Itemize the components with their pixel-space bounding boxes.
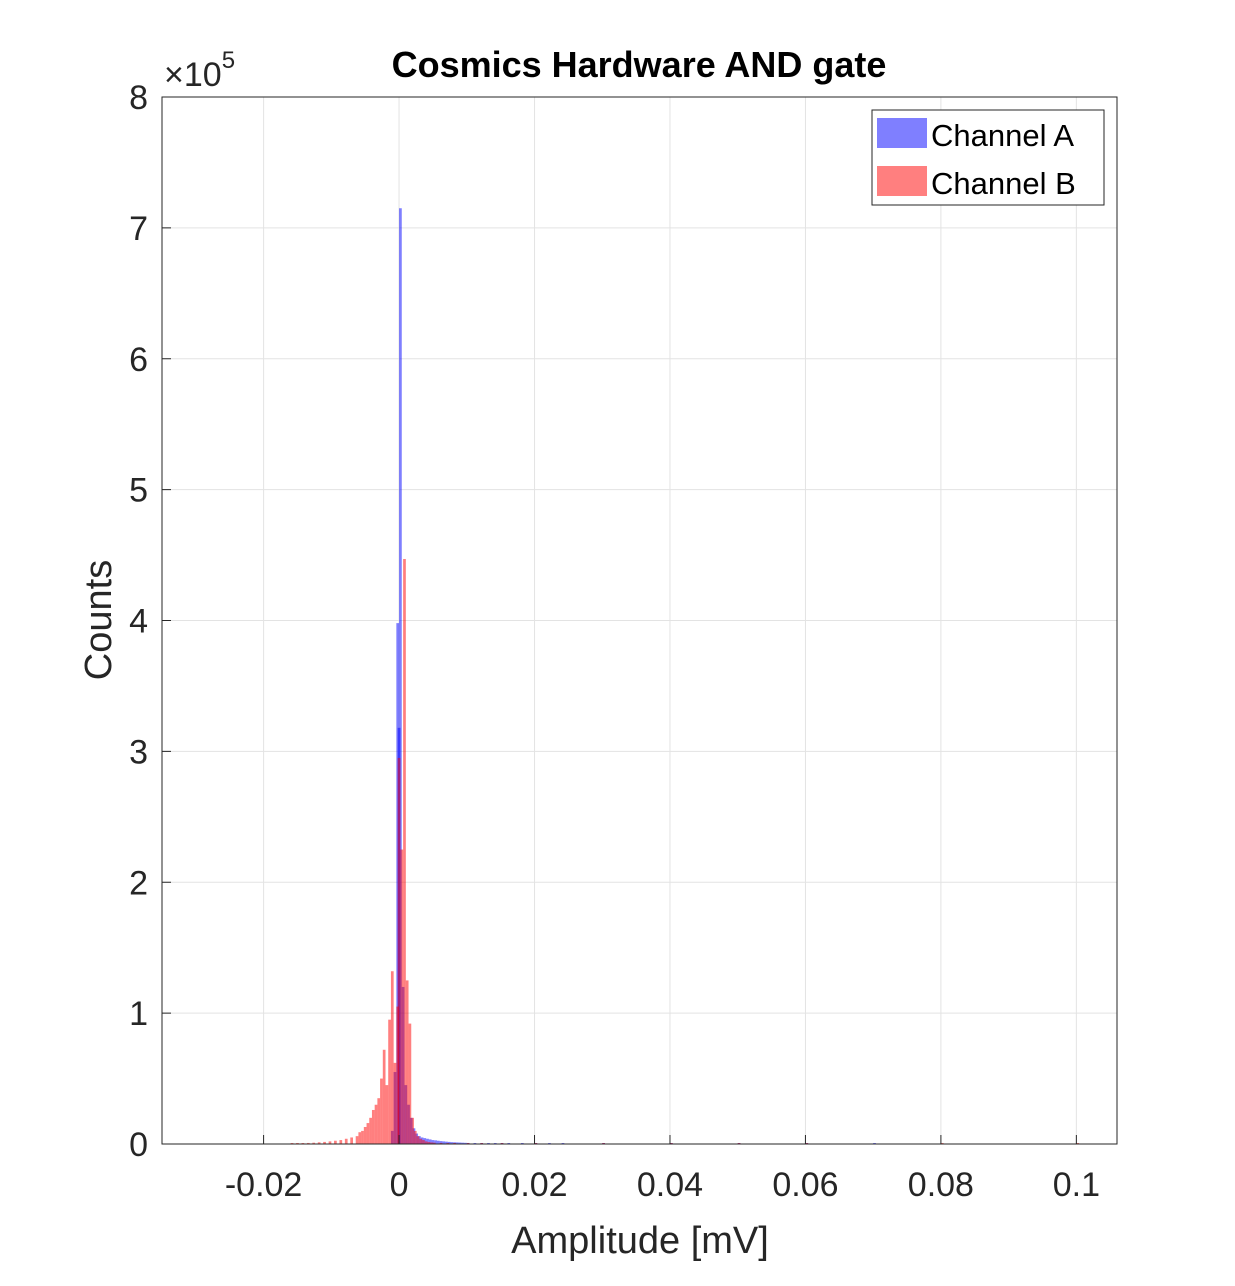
histogram-bar [430, 1142, 433, 1144]
histogram-bar [427, 1142, 431, 1144]
histogram-bar [312, 1142, 316, 1144]
histogram-bar [424, 1141, 428, 1144]
legend-label-channel-b: Channel B [931, 166, 1076, 201]
x-tick-label: 0.08 [908, 1166, 974, 1204]
x-tick-label: 0.02 [501, 1166, 567, 1204]
histogram-bars [290, 208, 1080, 1144]
histogram-bar [447, 1141, 451, 1144]
histogram-bar [439, 1142, 443, 1144]
histogram-bar [413, 1130, 417, 1144]
x-tick-label: 0.04 [637, 1166, 703, 1204]
histogram-bar [385, 1085, 389, 1144]
legend-label-channel-a: Channel A [931, 118, 1074, 153]
histogram-bar [306, 1142, 310, 1144]
histogram-bar [419, 1138, 423, 1144]
histogram-bar [450, 1142, 454, 1144]
histogram-bar [323, 1141, 326, 1144]
histogram-bar [363, 1126, 367, 1144]
histogram-bar [358, 1132, 362, 1144]
histogram-bar [458, 1142, 462, 1144]
histogram-bar [399, 208, 402, 1144]
y-tick-label: 5 [129, 472, 148, 510]
histogram-bar [445, 1141, 448, 1144]
histogram-bar [431, 1140, 435, 1144]
x-tick-label: 0.06 [772, 1166, 838, 1204]
chart-title: Cosmics Hardware AND gate [392, 44, 887, 85]
histogram-bar [408, 1023, 412, 1144]
histogram-bar [334, 1140, 337, 1144]
x-tick-label: 0.1 [1053, 1166, 1100, 1204]
y-axis-label: Counts [78, 560, 120, 680]
histogram-bar [455, 1142, 459, 1144]
histogram-bar [434, 1140, 437, 1144]
y-tick-label: 4 [129, 603, 148, 641]
histogram-bar [339, 1140, 343, 1144]
legend: Channel A Channel B [871, 109, 1105, 206]
histogram-bar [416, 1136, 420, 1144]
y-tick-label: 2 [129, 864, 148, 902]
histogram-bar [350, 1137, 353, 1144]
histogram-bar [397, 757, 401, 1144]
y-tick-label: 8 [129, 79, 148, 117]
histogram-bar [464, 1142, 467, 1144]
y-tick-label: 7 [129, 210, 148, 248]
histogram-bar [388, 1019, 391, 1144]
legend-swatch-channel-b [877, 166, 927, 196]
x-axis-ticks: -0.02 0 0.02 0.04 0.06 0.08 0.1 [225, 1135, 1100, 1204]
x-tick-label: 0 [390, 1166, 409, 1204]
y-tick-label: 1 [129, 995, 148, 1033]
histogram-bar [432, 1142, 436, 1144]
histogram-bar [393, 1062, 397, 1144]
legend-swatch-channel-a [877, 118, 927, 148]
histogram-bar [355, 1136, 359, 1144]
histogram-bar [403, 558, 406, 1144]
histogram-bar [411, 1117, 414, 1144]
y-tick-label: 6 [129, 341, 148, 379]
y-tick-label: 0 [129, 1126, 148, 1164]
histogram-bar [328, 1141, 332, 1144]
histogram-bar [436, 1140, 440, 1144]
histogram-bar [361, 1130, 364, 1144]
histogram-bar [366, 1123, 370, 1144]
histogram-bar [442, 1141, 446, 1144]
histogram-bar [405, 980, 409, 1144]
histogram-bar [422, 1140, 425, 1144]
histogram-bar [371, 1109, 375, 1144]
histogram-bar [369, 1117, 372, 1144]
series-channel-b [290, 558, 1080, 1144]
histogram-bar [428, 1139, 432, 1144]
y-tick-label: 3 [129, 733, 148, 771]
histogram-bar [400, 849, 404, 1144]
histogram-bar [344, 1138, 348, 1144]
histogram-bar [439, 1141, 443, 1144]
histogram-bar [374, 1104, 378, 1144]
histogram-bar [317, 1142, 321, 1144]
histogram-bar [377, 1098, 381, 1144]
histogram-bar [380, 1078, 383, 1144]
histogram-bar [390, 971, 394, 1144]
y-axis-ticks: 0 1 2 3 4 5 6 7 8 [129, 79, 171, 1164]
histogram-bar [382, 1049, 386, 1144]
x-tick-label: -0.02 [225, 1166, 303, 1204]
x-axis-label: Amplitude [mV] [511, 1220, 769, 1262]
histogram-bar [461, 1142, 465, 1144]
y-axis-exponent: ×105 [164, 47, 235, 94]
